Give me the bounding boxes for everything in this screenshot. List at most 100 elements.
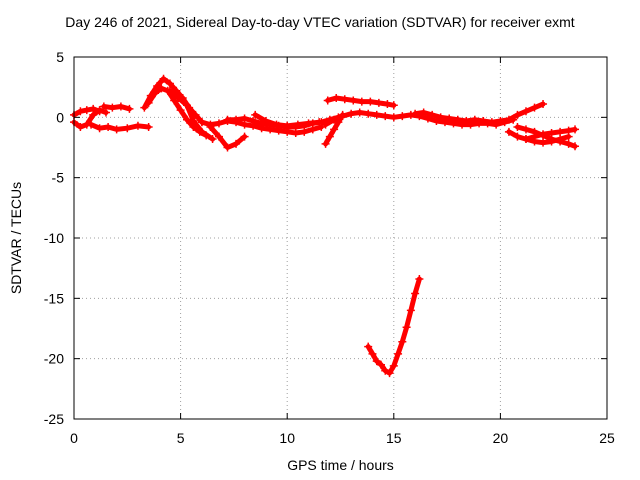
data-point	[389, 101, 398, 110]
x-tick-label: 15	[386, 430, 402, 446]
data-point	[304, 119, 313, 128]
data-point	[383, 100, 392, 109]
series-line	[141, 76, 205, 125]
series-line	[412, 101, 546, 125]
data-point	[513, 110, 522, 119]
data-point	[364, 109, 373, 118]
data-point	[82, 106, 91, 115]
x-axis-label: GPS time / hours	[287, 457, 394, 473]
series-line	[167, 88, 216, 142]
data-point	[123, 124, 132, 133]
data-point	[334, 118, 343, 127]
series-arc14	[321, 110, 347, 148]
data-point	[325, 132, 334, 141]
data-point	[398, 112, 407, 121]
y-tick-label: -5	[52, 170, 65, 186]
data-point	[539, 100, 548, 109]
data-point	[556, 127, 565, 136]
data-point	[372, 357, 381, 366]
data-point	[125, 104, 134, 113]
data-point	[411, 289, 420, 298]
data-point	[355, 108, 364, 117]
data-point	[338, 110, 347, 119]
data-point	[389, 361, 398, 370]
data-point	[223, 143, 232, 152]
data-point	[104, 122, 113, 131]
data-point	[571, 125, 580, 134]
data-point	[521, 107, 530, 116]
series-line	[146, 85, 209, 138]
data-point	[389, 113, 398, 122]
data-point	[101, 108, 110, 117]
data-point	[197, 118, 206, 127]
data-point	[89, 104, 98, 113]
data-point	[323, 96, 332, 105]
data-point	[357, 97, 366, 106]
data-point	[547, 137, 556, 146]
data-point	[530, 103, 539, 112]
data-point	[445, 114, 454, 123]
data-point	[116, 102, 125, 111]
data-point	[293, 120, 302, 129]
data-point	[539, 131, 548, 140]
series-arc8	[197, 116, 326, 138]
data-point	[321, 139, 330, 148]
data-point	[340, 95, 349, 104]
data-point	[321, 120, 330, 129]
data-point	[95, 107, 104, 116]
data-point	[398, 337, 407, 346]
data-point	[349, 96, 358, 105]
data-point	[394, 349, 403, 358]
series-arc17	[513, 122, 580, 151]
y-tick-label: -20	[44, 351, 64, 367]
series-arc7	[165, 86, 217, 144]
data-point	[496, 116, 505, 125]
data-point	[385, 369, 394, 378]
data-point	[240, 132, 249, 141]
data-point	[436, 113, 445, 122]
data-point	[249, 116, 258, 125]
data-point	[189, 116, 198, 125]
data-point	[272, 120, 281, 129]
x-tick-label: 25	[599, 430, 615, 446]
y-tick-label: 0	[56, 109, 64, 125]
data-point	[165, 79, 174, 88]
data-point	[332, 94, 341, 103]
axis-ticks: 0 5 10 15 20 25 -25 -20 -15 -10 -5 0 5	[44, 49, 615, 446]
data-point	[364, 342, 373, 351]
series-arc19	[364, 275, 424, 378]
data-point	[261, 116, 270, 125]
y-tick-label: -10	[44, 230, 64, 246]
data-point	[462, 116, 471, 125]
series-arc4	[99, 102, 134, 113]
data-point	[140, 103, 149, 112]
data-point	[470, 115, 479, 124]
series-arc3	[87, 120, 153, 134]
data-point	[108, 103, 117, 112]
data-point	[374, 98, 383, 107]
data-point	[513, 122, 522, 131]
data-point	[504, 115, 513, 124]
data-point	[453, 115, 462, 124]
data-series	[70, 74, 580, 378]
data-point	[170, 96, 179, 105]
data-point	[144, 122, 153, 131]
data-point	[530, 127, 539, 136]
data-point	[214, 119, 223, 128]
data-point	[232, 115, 241, 124]
x-tick-label: 0	[70, 430, 78, 446]
data-point	[368, 349, 377, 358]
data-point	[174, 94, 183, 103]
data-point	[347, 109, 356, 118]
series-arc15	[411, 100, 548, 127]
x-tick-label: 20	[493, 430, 509, 446]
data-point	[539, 138, 548, 147]
x-tick-label: 10	[279, 430, 295, 446]
data-point	[479, 116, 488, 125]
data-point	[330, 115, 339, 124]
data-point	[176, 106, 185, 115]
data-point	[513, 132, 522, 141]
data-point	[197, 127, 206, 136]
data-point	[214, 132, 223, 141]
data-point	[564, 132, 573, 141]
